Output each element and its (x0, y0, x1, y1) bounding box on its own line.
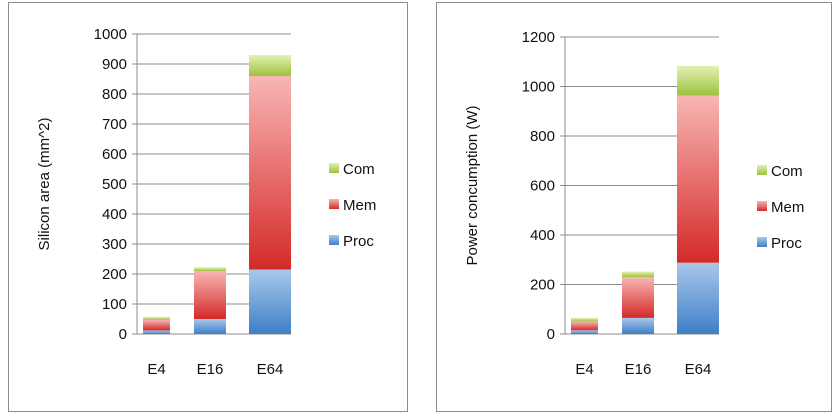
y-tick-label-600: 600 (530, 178, 555, 195)
x-tick-label-e64: E64 (257, 361, 284, 378)
y-tick-label-400: 400 (530, 227, 555, 244)
y-tick-label-600: 600 (102, 146, 127, 163)
y-tick-label-800: 800 (530, 128, 555, 145)
bar-e16-mem (194, 271, 226, 319)
y-tick-label-900: 900 (102, 56, 127, 73)
bar-e64-mem (677, 95, 719, 263)
bar-e16-mem (622, 277, 654, 318)
y-tick-label-0: 0 (547, 326, 555, 343)
y-tick-label-100: 100 (102, 296, 127, 313)
bar-e4-com (143, 316, 170, 320)
bar-e16-proc (194, 319, 226, 334)
legend-swatch-proc (329, 235, 339, 245)
x-tick-label-e64: E64 (685, 361, 712, 378)
chart-panel-silicon-area: 0 100 200 300 400 500 600 700 800 900 1000 E4 E16 E64… (8, 2, 408, 412)
legend-label-proc: Proc (771, 235, 802, 252)
legend-swatch-com (329, 163, 339, 173)
legend-swatch-com (757, 165, 767, 175)
legend-label-proc: Proc (343, 233, 374, 250)
x-tick-label-e16: E16 (625, 361, 652, 378)
y-tick-label-500: 500 (102, 176, 127, 193)
y-tick-label-400: 400 (102, 206, 127, 223)
y-tick-label-700: 700 (102, 116, 127, 133)
x-tick-label-e4: E4 (575, 361, 593, 378)
legend-label-com: Com (771, 163, 803, 180)
bar-e64-proc (677, 262, 719, 334)
x-tick-label-e4: E4 (147, 361, 165, 378)
y-tick-label-1000: 1000 (522, 79, 555, 96)
bar-e16-com (622, 271, 654, 278)
chart-panel-power-consumption: 0 200 400 600 800 1000 1200 E4 E16 E64 Power concu… (436, 2, 832, 412)
bar-e64-mem (249, 76, 291, 270)
power-consumption-chart: 0 200 400 600 800 1000 1200 E4 E16 E64 Power concu… (464, 29, 804, 378)
bar-e64-proc (249, 269, 291, 334)
y-tick-label-800: 800 (102, 86, 127, 103)
y-tick-label-200: 200 (530, 277, 555, 294)
legend-swatch-mem (757, 201, 767, 211)
bar-e64-com (677, 65, 719, 96)
x-tick-label-e16: E16 (197, 361, 224, 378)
bar-e4-com (571, 317, 598, 322)
silicon-area-chart: 0 100 200 300 400 500 600 700 800 900 1000 E4 E16 E64… (36, 26, 376, 378)
y-tick-label-300: 300 (102, 236, 127, 253)
legend-swatch-proc (757, 237, 767, 247)
y-tick-label-1000: 1000 (94, 26, 127, 43)
bar-e4-proc (571, 330, 598, 334)
bar-e4-proc (143, 330, 170, 334)
bar-e16-com (194, 267, 226, 271)
y-tick-label-1200: 1200 (522, 29, 555, 46)
y-axis-title: Power concumption (W) (464, 105, 481, 265)
y-tick-label-0: 0 (119, 326, 127, 343)
bar-e4-mem (143, 319, 170, 331)
legend-label-com: Com (343, 161, 375, 178)
legend-swatch-mem (329, 199, 339, 209)
legend-label-mem: Mem (771, 199, 804, 216)
legend-label-mem: Mem (343, 197, 376, 214)
bar-e16-proc (622, 317, 654, 334)
bar-e64-com (249, 55, 291, 76)
y-tick-label-200: 200 (102, 266, 127, 283)
y-axis-title: Silicon area (mm^2) (36, 118, 53, 251)
bar-e4-mem (571, 321, 598, 331)
